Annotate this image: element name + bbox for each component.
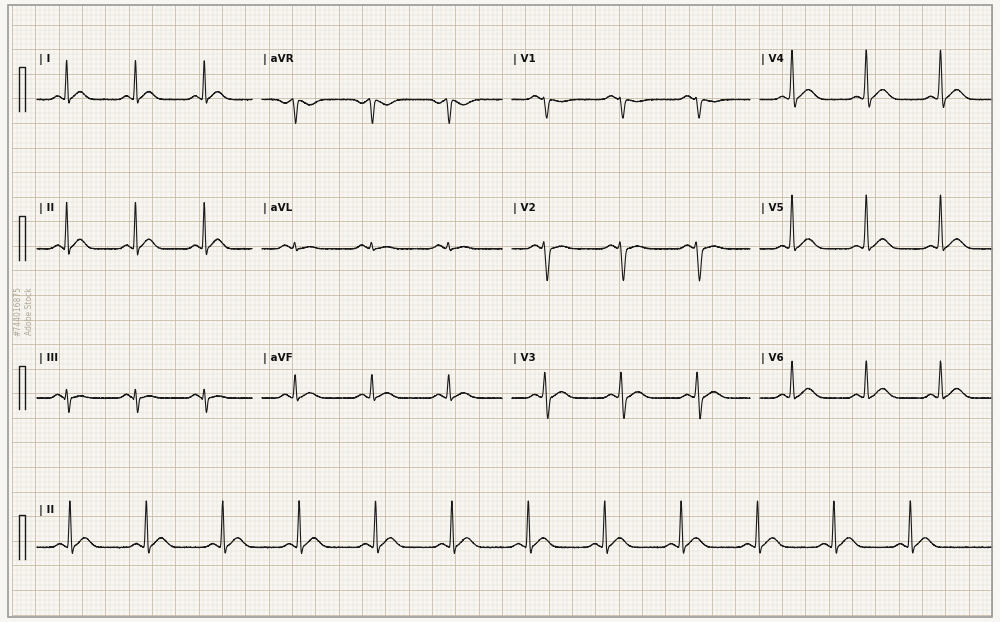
Text: Adobe Stock: Adobe Stock xyxy=(26,287,34,335)
Text: | V4: | V4 xyxy=(761,54,784,65)
Text: | aVR: | aVR xyxy=(263,54,294,65)
Text: | aVL: | aVL xyxy=(263,203,292,215)
Text: | V3: | V3 xyxy=(513,353,536,364)
Text: | V1: | V1 xyxy=(513,54,536,65)
Text: | aVF: | aVF xyxy=(263,353,293,364)
Text: | I: | I xyxy=(39,54,50,65)
Text: | II: | II xyxy=(39,505,54,516)
Text: | V5: | V5 xyxy=(761,203,784,215)
Text: | V6: | V6 xyxy=(761,353,784,364)
Text: | II: | II xyxy=(39,203,54,215)
Text: | V2: | V2 xyxy=(513,203,536,215)
Text: | III: | III xyxy=(39,353,58,364)
Text: #744016875: #744016875 xyxy=(13,286,22,336)
